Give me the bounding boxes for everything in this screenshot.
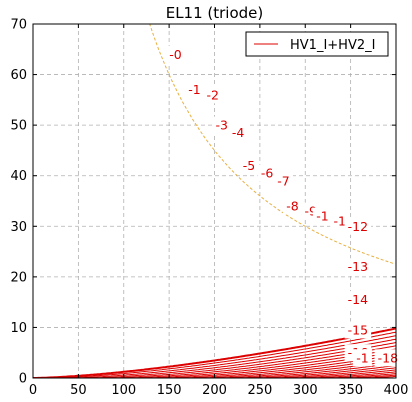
curve-label-bg	[228, 124, 248, 142]
y-tick-label: 20	[10, 270, 27, 285]
curve-label-bg	[374, 349, 402, 367]
curve-label: -4	[232, 125, 245, 140]
curve-label-bg	[203, 86, 223, 104]
curve-label: -1	[316, 209, 328, 224]
legend-label: HV1_I+HV2_I	[290, 38, 375, 53]
curve-label-bg	[165, 45, 185, 63]
y-tick-label: 0	[19, 372, 27, 387]
curve-label: -2	[206, 87, 218, 102]
y-tick-label: 30	[10, 220, 27, 235]
y-tick-label: 40	[10, 169, 27, 184]
curve-label: -6	[261, 166, 274, 181]
x-tick-label: 400	[384, 383, 409, 398]
curve-label-bg	[212, 116, 232, 134]
axis-ticks: 0 50 100 150 200 250 300 350 400 0 10 20 30 40 50 60 70	[10, 18, 408, 399]
curve-label: -7	[277, 173, 289, 188]
curve-label: -13	[348, 259, 368, 274]
curve-labels: -0-1-2-3-4-5-6-7-8-9-1-1-12-13-14-15-16-…	[165, 45, 402, 367]
plate-curve	[33, 345, 396, 378]
curve-label-bg	[283, 197, 303, 215]
dissipation-line	[149, 24, 396, 265]
curve-label: -5	[243, 158, 255, 173]
legend: HV1_I+HV2_I	[245, 31, 389, 57]
curve-label-bg	[312, 207, 332, 225]
curve-label-bg	[344, 217, 372, 235]
curve-label: -1	[188, 82, 200, 97]
curve-label: -14	[348, 292, 368, 307]
plate-curve	[33, 369, 396, 378]
plate-curve	[33, 335, 396, 378]
x-tick-label: 50	[70, 383, 87, 398]
curve-label-bg	[344, 321, 372, 339]
plate-curve	[33, 360, 396, 378]
y-tick-label: 60	[10, 68, 27, 83]
plate-curve	[33, 327, 396, 378]
dissipation-curve	[149, 24, 396, 265]
plate-curve	[33, 331, 396, 378]
plate-curve	[33, 362, 396, 378]
curve-label: -3	[216, 118, 228, 133]
curve-label-bg	[273, 172, 293, 190]
x-tick-label: 150	[157, 383, 182, 398]
x-tick-label: 250	[247, 383, 272, 398]
curve-label: -18	[378, 350, 398, 365]
curve-label: -15	[348, 322, 368, 337]
y-tick-label: 10	[10, 321, 27, 336]
plate-curve	[33, 342, 396, 378]
plate-curve	[33, 365, 396, 378]
plate-curve	[33, 348, 396, 378]
curve-label-bg	[352, 349, 372, 367]
x-tick-label: 300	[293, 383, 318, 398]
curve-label-bg	[185, 81, 205, 99]
chart-title: EL11 (triode)	[166, 4, 264, 22]
curve-label: -8	[286, 199, 299, 214]
curve-label: -1	[334, 214, 346, 229]
grid	[33, 24, 396, 378]
curve-label-bg	[330, 212, 350, 230]
curve-label: -0	[169, 47, 182, 62]
plate-curve	[33, 371, 396, 378]
plate-curve	[33, 367, 396, 378]
curve-label: -12	[348, 219, 368, 234]
y-tick-label: 70	[10, 18, 27, 33]
x-tick-label: 100	[111, 383, 136, 398]
x-tick-label: 200	[202, 383, 227, 398]
curve-label: -1	[356, 350, 368, 365]
curve-label-bg	[257, 164, 277, 182]
curve-label-bg	[344, 291, 372, 309]
x-tick-label: 350	[338, 383, 363, 398]
curve-label-bg	[239, 157, 259, 175]
curve-label-bg	[344, 258, 372, 276]
y-tick-label: 50	[10, 119, 27, 134]
x-tick-label: 0	[29, 383, 37, 398]
